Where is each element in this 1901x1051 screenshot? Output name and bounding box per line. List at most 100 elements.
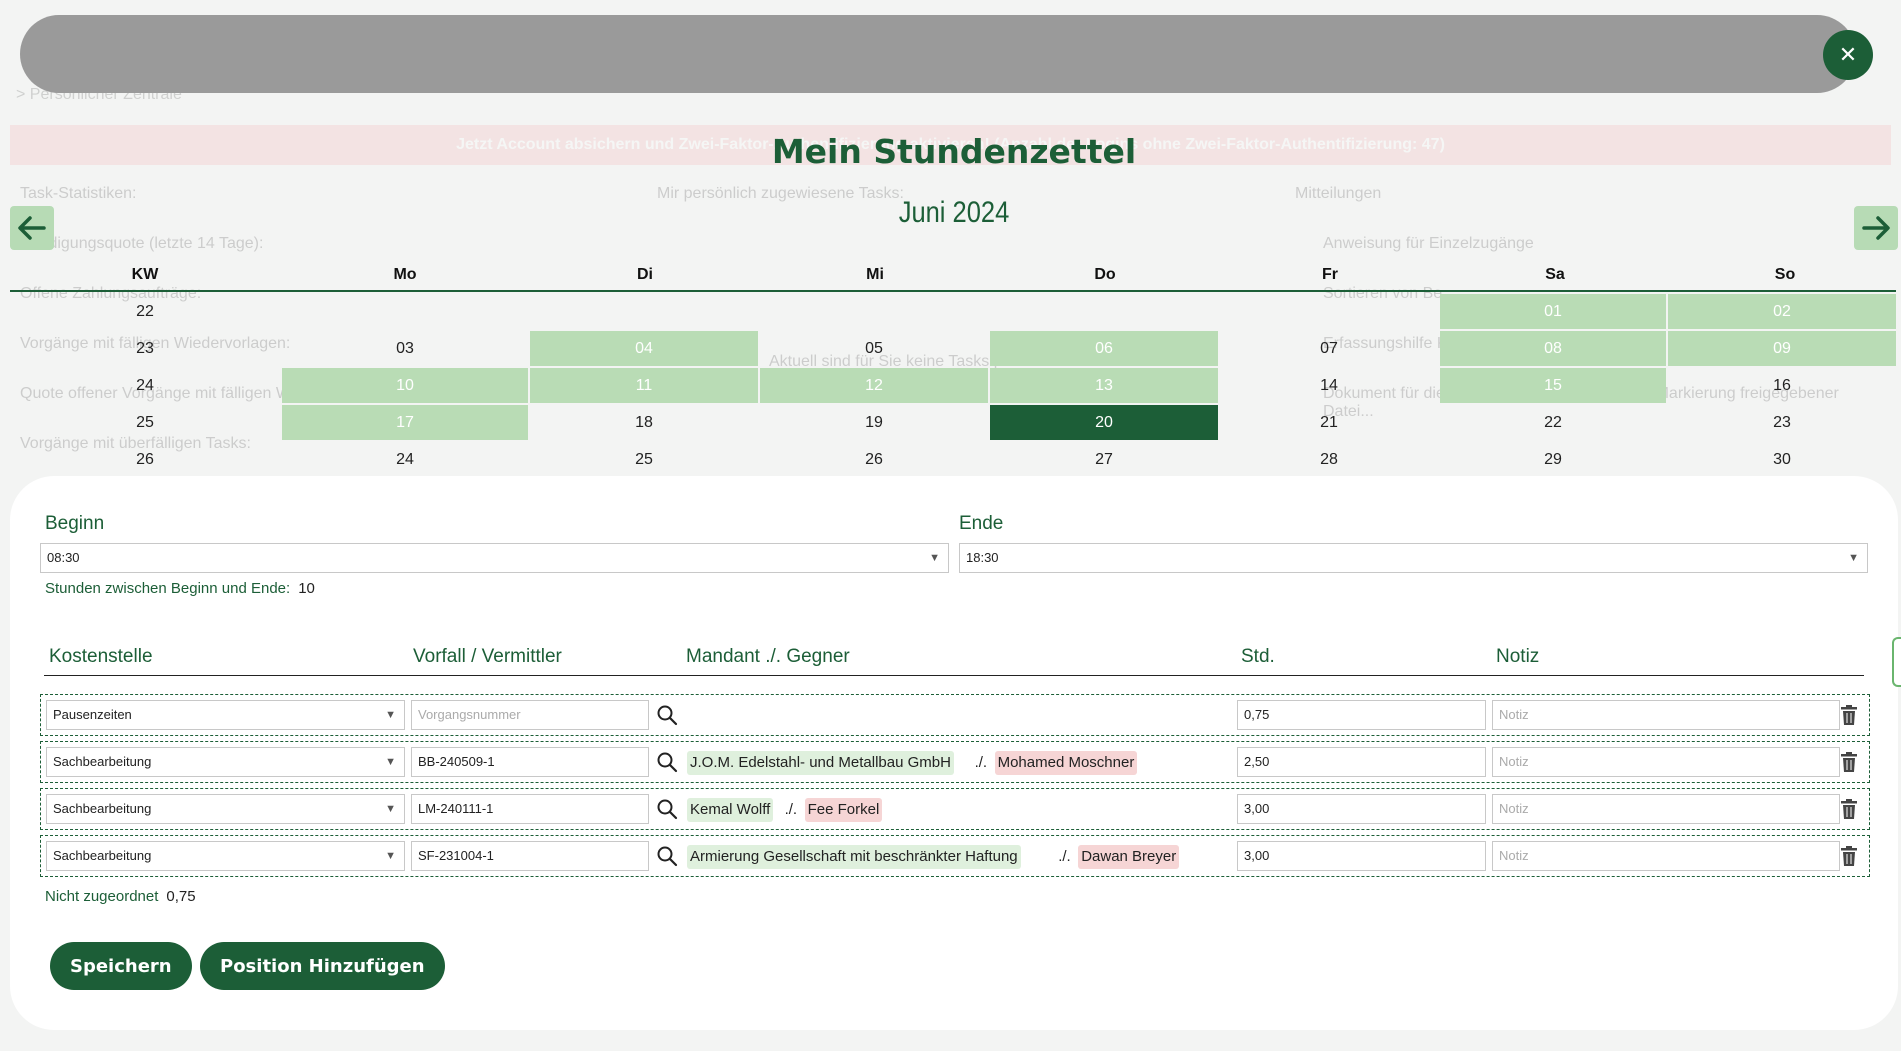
notiz-input[interactable]: Notiz xyxy=(1492,841,1840,871)
search-icon[interactable] xyxy=(656,845,678,867)
calendar-day[interactable]: 24 xyxy=(396,451,414,468)
unassigned-label: Nicht zugeordnet xyxy=(45,888,159,905)
calendar-day[interactable]: 08 xyxy=(1440,331,1666,366)
hours-input[interactable]: 3,00 xyxy=(1237,841,1486,871)
chevron-down-icon: ▼ xyxy=(385,850,396,862)
dialog-title: Mein Stundenzettel xyxy=(771,132,1137,171)
next-month-button[interactable] xyxy=(1854,206,1898,250)
trash-icon[interactable] xyxy=(1839,751,1859,773)
kostenstelle-select[interactable]: Pausenzeiten ▼ xyxy=(46,700,405,730)
table-row: Pausenzeiten ▼ Vorgangsnummer 0,75 Notiz xyxy=(40,694,1870,736)
kostenstelle-select[interactable]: Sachbearbeitung ▼ xyxy=(46,794,405,824)
mandant-tag[interactable]: Kemal Wolff xyxy=(687,798,774,822)
side-tab-handle[interactable] xyxy=(1892,637,1901,687)
end-select[interactable]: 18:30 ▼ xyxy=(959,543,1868,573)
week-number: 22 xyxy=(136,303,154,320)
begin-select[interactable]: 08:30 ▼ xyxy=(40,543,949,573)
calendar-day[interactable]: 19 xyxy=(865,414,883,431)
gegner-tag[interactable]: Dawan Breyer xyxy=(1078,845,1180,869)
calendar-day[interactable]: 29 xyxy=(1544,451,1562,468)
vorfall-input[interactable]: Vorgangsnummer xyxy=(411,700,649,730)
calendar-day[interactable]: 22 xyxy=(1544,414,1562,431)
end-value: 18:30 xyxy=(966,550,999,565)
hours-label: Stunden zwischen Beginn und Ende: xyxy=(45,580,291,597)
trash-icon[interactable] xyxy=(1839,704,1859,726)
trash-icon[interactable] xyxy=(1839,798,1859,820)
calendar-day[interactable]: 11 xyxy=(530,368,758,403)
close-button[interactable]: ✕ xyxy=(1823,30,1873,80)
calendar-week-row: 24 10 11 12 13 14 15 16 xyxy=(10,366,1896,403)
hours-input[interactable]: 2,50 xyxy=(1237,747,1486,777)
calendar-day[interactable]: 06 xyxy=(990,331,1218,366)
calendar-body: 22 01 02 23 03 04 05 06 07 08 09 24 10 11 12 13 14 15 16 25… xyxy=(10,292,1896,477)
calendar-day[interactable]: 07 xyxy=(1320,340,1338,357)
notiz-input[interactable]: Notiz xyxy=(1492,700,1840,730)
calendar-day[interactable]: 02 xyxy=(1668,294,1896,329)
prev-month-button[interactable] xyxy=(10,206,54,250)
weekday-header: Mi xyxy=(866,266,884,283)
chevron-down-icon: ▼ xyxy=(385,756,396,768)
kostenstelle-select[interactable]: Sachbearbeitung ▼ xyxy=(46,841,405,871)
calendar-day[interactable]: 10 xyxy=(282,368,528,403)
calendar-day[interactable]: 17 xyxy=(282,405,528,440)
calendar-week-row: 25 17 18 19 20 21 22 23 xyxy=(10,403,1896,440)
hours-input[interactable]: 3,00 xyxy=(1237,794,1486,824)
calendar-day[interactable]: 28 xyxy=(1320,451,1338,468)
weekday-header: KW xyxy=(131,266,159,283)
arrow-right-icon xyxy=(1862,216,1890,240)
calendar-day[interactable]: 27 xyxy=(1095,451,1113,468)
stat-item: Erledigungsquote (letzte 14 Tage): xyxy=(20,235,264,252)
calendar-day[interactable]: 25 xyxy=(635,451,653,468)
calendar-week-row: 26 24 25 26 27 28 29 30 xyxy=(10,440,1896,477)
vorfall-input[interactable]: LM-240111-1 xyxy=(411,794,649,824)
mandant-separator: ./. xyxy=(784,801,798,818)
calendar-day[interactable]: 03 xyxy=(396,340,414,357)
hours-value: 10 xyxy=(298,580,315,597)
calendar-day[interactable]: 15 xyxy=(1440,368,1666,403)
calendar-day[interactable]: 05 xyxy=(865,340,883,357)
hours-input[interactable]: 0,75 xyxy=(1237,700,1486,730)
timesheet-panel: Beginn 08:30 ▼ Ende 18:30 ▼ Stunden zwis… xyxy=(10,476,1898,1030)
calendar-day[interactable]: 14 xyxy=(1320,377,1338,394)
calendar-day[interactable]: 18 xyxy=(635,414,653,431)
col-vorfall: Vorfall / Vermittler xyxy=(413,646,562,667)
chevron-down-icon: ▼ xyxy=(385,803,396,815)
calendar-day[interactable]: 13 xyxy=(990,368,1218,403)
add-position-button[interactable]: Position Hinzufügen xyxy=(200,942,445,990)
notiz-input[interactable]: Notiz xyxy=(1492,747,1840,777)
calendar-day[interactable]: 20 xyxy=(990,405,1218,440)
kostenstelle-value: Pausenzeiten xyxy=(53,707,132,722)
trash-icon[interactable] xyxy=(1839,845,1859,867)
save-button[interactable]: Speichern xyxy=(50,942,192,990)
search-icon[interactable] xyxy=(656,704,678,726)
calendar-week-row: 22 01 02 xyxy=(10,292,1896,329)
calendar-day[interactable]: 09 xyxy=(1668,331,1896,366)
calendar-day[interactable]: 26 xyxy=(865,451,883,468)
chevron-down-icon: ▼ xyxy=(929,552,940,564)
calendar-day[interactable]: 30 xyxy=(1773,451,1791,468)
end-label: Ende xyxy=(959,513,1004,534)
week-number: 26 xyxy=(136,451,154,468)
gegner-tag[interactable]: Mohamed Moschner xyxy=(994,751,1138,775)
calendar-day[interactable]: 01 xyxy=(1440,294,1666,329)
week-number: 24 xyxy=(136,377,154,394)
calendar-day[interactable]: 12 xyxy=(760,368,988,403)
search-icon[interactable] xyxy=(656,751,678,773)
close-icon: ✕ xyxy=(1838,42,1858,67)
notiz-input[interactable]: Notiz xyxy=(1492,794,1840,824)
weekday-header: So xyxy=(1774,266,1796,283)
vorfall-input[interactable]: SF-231004-1 xyxy=(411,841,649,871)
mandant-tag[interactable]: J.O.M. Edelstahl- und Metallbau GmbH xyxy=(687,751,954,775)
month-label: Juni 2024 xyxy=(898,196,1010,229)
calendar-day[interactable]: 16 xyxy=(1773,377,1791,394)
mandant-tag[interactable]: Armierung Gesellschaft mit beschränkter … xyxy=(687,845,1021,869)
search-icon[interactable] xyxy=(656,798,678,820)
calendar-day[interactable]: 04 xyxy=(530,331,758,366)
gegner-tag[interactable]: Fee Forkel xyxy=(804,798,883,822)
vorfall-input[interactable]: BB-240509-1 xyxy=(411,747,649,777)
begin-value: 08:30 xyxy=(47,550,80,565)
calendar-day[interactable]: 21 xyxy=(1320,414,1338,431)
calendar-day[interactable]: 23 xyxy=(1773,414,1791,431)
kostenstelle-select[interactable]: Sachbearbeitung ▼ xyxy=(46,747,405,777)
chevron-down-icon: ▼ xyxy=(385,709,396,721)
